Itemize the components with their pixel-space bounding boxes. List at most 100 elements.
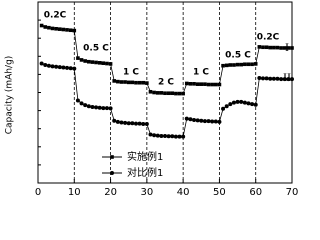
data-point [177,91,182,96]
data-point [286,77,291,82]
data-point [87,59,91,64]
data-point [184,116,189,121]
data-point [210,119,215,124]
data-point [130,121,135,126]
data-point [239,99,244,104]
data-point [126,80,131,85]
data-point [203,82,207,86]
data-point [221,63,225,68]
data-point [166,134,171,139]
data-point [250,62,254,67]
data-point [83,103,88,108]
data-point [119,120,124,125]
data-point [253,62,258,66]
data-point [144,121,149,126]
data-point [199,82,204,86]
data-point [214,82,218,87]
data-point [148,89,153,94]
data-point [145,81,149,85]
x-tick-label: 70 [286,187,299,198]
data-point [79,58,84,62]
data-point [206,119,211,124]
data-point [210,82,214,87]
annotation: 1 C [193,68,209,78]
data-point [166,91,171,96]
data-point [152,133,157,138]
legend-marker [110,155,114,159]
x-tick-label: 40 [177,187,190,198]
data-point [181,134,186,139]
data-point [246,62,251,67]
data-point [181,91,185,96]
data-point [163,133,167,138]
data-point [119,80,124,84]
x-tick-label: 20 [104,187,117,198]
data-point [163,91,167,96]
data-point [275,76,280,81]
data-point [76,56,80,60]
data-point [148,132,153,137]
data-point [177,134,182,139]
data-point [279,77,284,82]
data-point [97,61,102,65]
annotation: II [283,70,291,84]
data-point [86,104,91,109]
data-point [133,121,138,126]
data-point [155,133,160,138]
data-point [188,82,193,86]
data-point [275,45,280,50]
data-point [105,61,109,66]
data-point [264,45,269,50]
data-point [228,63,233,67]
data-point [155,91,160,95]
data-point [195,82,200,86]
data-point [282,77,287,82]
data-point [279,46,283,50]
data-point [217,119,222,124]
x-tick-label: 30 [140,187,153,198]
y-axis-label: Capacity (mAh/g) [5,56,15,135]
annotation: 0.5 C [225,51,251,61]
series-line [41,25,292,94]
data-point [152,90,156,95]
x-tick-label: 10 [68,187,81,198]
data-point [43,62,48,67]
data-point [159,91,164,95]
data-point [61,65,66,70]
data-point [47,25,51,30]
data-point [224,104,229,109]
data-point [268,76,273,81]
data-point [65,28,69,32]
data-point [137,80,142,85]
data-point [235,99,240,104]
data-point [94,60,98,65]
data-point [206,82,211,87]
data-point [112,118,117,123]
data-point [290,77,294,82]
data-point [123,120,128,125]
data-point [188,117,193,122]
data-point [228,102,233,107]
data-point [246,101,251,106]
data-point [261,45,265,50]
data-point [43,25,48,29]
data-point [115,119,120,124]
data-point [57,27,62,31]
data-point [221,106,226,111]
data-point [199,118,204,123]
legend-marker [110,171,114,175]
annotation: 0.2C [44,11,67,21]
data-point [97,105,102,110]
data-point [46,63,51,68]
data-point [101,61,106,65]
data-point [108,62,113,66]
data-point [39,23,44,28]
data-point [90,60,95,64]
data-point [61,27,66,32]
data-point [141,121,146,126]
data-point [104,106,109,111]
data-point [108,106,113,111]
data-point [231,100,236,105]
data-point [272,45,276,50]
data-point [239,62,243,67]
